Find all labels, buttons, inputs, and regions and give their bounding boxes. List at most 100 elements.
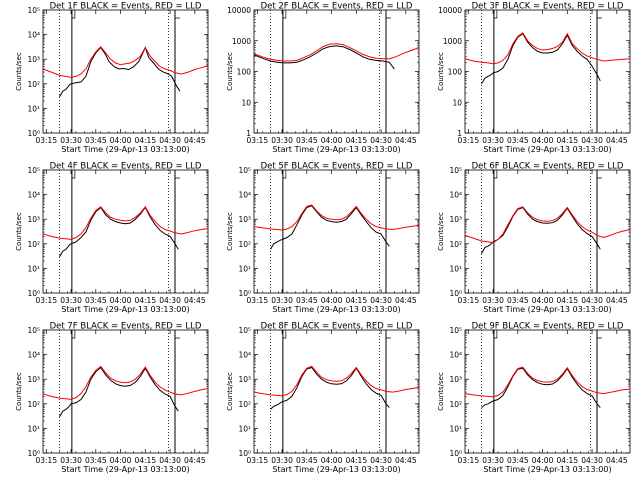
plot-frame [253,169,420,294]
x-tick-label: 03:30 [482,296,504,305]
chart-panel-3: Det 3F BLACK = Events, RED = LLD 1 10 100 10… [437,2,631,154]
x-tick-label: 04:00 [532,136,554,145]
marker-flag [493,330,498,339]
x-tick-label: 03:15 [35,296,57,305]
series-line-lld [42,46,209,79]
x-tick-label: 04:30 [581,296,603,305]
plot-frame [464,169,631,294]
y-tick-label: 10³ [449,215,462,224]
marker-flag [71,10,76,19]
y-tick-label: 10³ [238,375,251,384]
marker-flag [71,170,76,179]
series-line-events [481,206,601,254]
x-axis-label: Start Time (29-Apr-13 03:13:00) [272,145,400,154]
x-tick-label: 03:15 [246,296,268,305]
y-tick-label: 10¹ [27,264,40,273]
chart-title: Det 6F BLACK = Events, RED = LLD [472,162,624,172]
x-tick-label: 03:15 [457,136,479,145]
y-tick-label: 100 [448,68,463,77]
y-tick-label: 10⁰ [238,449,251,458]
y-tick-label: 10³ [27,55,40,64]
x-tick-label: 03:15 [457,456,479,465]
x-tick-label: 04:45 [395,296,417,305]
x-tick-label: 04:30 [159,296,181,305]
x-tick-label: 03:30 [60,136,82,145]
x-tick-label: 04:00 [321,296,343,305]
x-tick-label: 04:15 [345,296,367,305]
x-axis-label: Start Time (29-Apr-13 03:13:00) [61,145,189,154]
x-axis-label: Start Time (29-Apr-13 03:13:00) [483,305,611,314]
x-tick-label: 04:30 [159,456,181,465]
series-line-events [59,46,181,97]
y-tick-label: 10⁵ [27,166,40,175]
chart-panel-1: Det 1F BLACK = Events, RED = LLD 10⁰ 10¹ 10… [15,2,209,154]
y-tick-label: 10² [238,400,251,409]
marker-flag [493,170,498,179]
x-tick-label: 03:30 [271,296,293,305]
chart-title: Det 2F BLACK = Events, RED = LLD [261,2,413,12]
series-line-lld [464,206,631,244]
y-axis-label: Counts/sec [437,372,445,411]
marker-flag [282,330,287,339]
y-tick-label: 10⁵ [27,326,40,335]
x-tick-label: 04:00 [110,296,132,305]
y-tick-label: 10² [27,240,40,249]
y-tick-label: 10² [449,400,462,409]
series-line-lld [253,365,420,397]
y-tick-label: 10 [452,98,462,107]
marker-flag [71,330,76,339]
x-tick-label: 03:30 [60,456,82,465]
x-tick-label: 03:45 [296,296,318,305]
x-axis-label: Start Time (29-Apr-13 03:13:00) [61,305,189,314]
series-line-events [270,366,390,410]
x-tick-label: 04:15 [345,456,367,465]
y-axis-label: Counts/sec [15,212,23,251]
x-tick-label: 04:00 [110,136,132,145]
x-tick-label: 03:30 [271,136,293,145]
x-tick-label: 03:45 [85,296,107,305]
x-tick-label: 04:00 [110,456,132,465]
y-tick-label: 10³ [238,215,251,224]
y-tick-label: 10⁰ [449,449,462,458]
x-tick-label: 03:30 [60,296,82,305]
x-tick-label: 04:30 [370,456,392,465]
y-tick-label: 1 [246,129,251,138]
x-tick-label: 04:00 [532,296,554,305]
y-axis-label: Counts/sec [15,52,23,91]
x-tick-label: 04:15 [134,136,156,145]
marker-flag [493,10,498,19]
y-tick-label: 10⁰ [27,449,40,458]
marker-flag [596,10,602,19]
chart-title: Det 8F BLACK = Events, RED = LLD [261,322,413,332]
x-axis-label: Start Time (29-Apr-13 03:13:00) [272,305,400,314]
x-tick-label: 04:45 [606,136,628,145]
y-tick-label: 10⁵ [238,326,251,335]
x-tick-label: 03:45 [296,136,318,145]
plot-frame [42,9,209,134]
x-tick-label: 04:45 [395,136,417,145]
chart-panel-9: Det 9F BLACK = Events, RED = LLD 10⁰ 10¹ 10… [437,322,631,474]
x-tick-label: 04:15 [134,456,156,465]
plot-frame [464,329,631,454]
x-tick-label: 03:45 [85,136,107,145]
x-tick-label: 03:30 [482,456,504,465]
chart-title: Det 9F BLACK = Events, RED = LLD [472,322,624,332]
series-line-events [253,45,395,70]
plot-frame [253,9,420,134]
x-axis-label: Start Time (29-Apr-13 03:13:00) [61,465,189,474]
x-tick-label: 04:45 [606,456,628,465]
plot-frame [464,9,631,134]
y-tick-label: 10¹ [27,104,40,113]
y-tick-label: 10² [27,400,40,409]
y-tick-label: 10⁴ [27,351,40,360]
x-tick-label: 04:30 [159,136,181,145]
x-tick-label: 04:15 [556,456,578,465]
x-tick-label: 04:00 [532,456,554,465]
x-tick-label: 04:45 [184,296,206,305]
y-axis-label: Counts/sec [226,212,234,251]
y-tick-label: 10⁴ [449,191,462,200]
y-tick-label: 10⁵ [449,326,462,335]
chart-title: Det 1F BLACK = Events, RED = LLD [50,2,202,12]
x-tick-label: 04:15 [556,296,578,305]
x-tick-label: 03:15 [246,136,268,145]
